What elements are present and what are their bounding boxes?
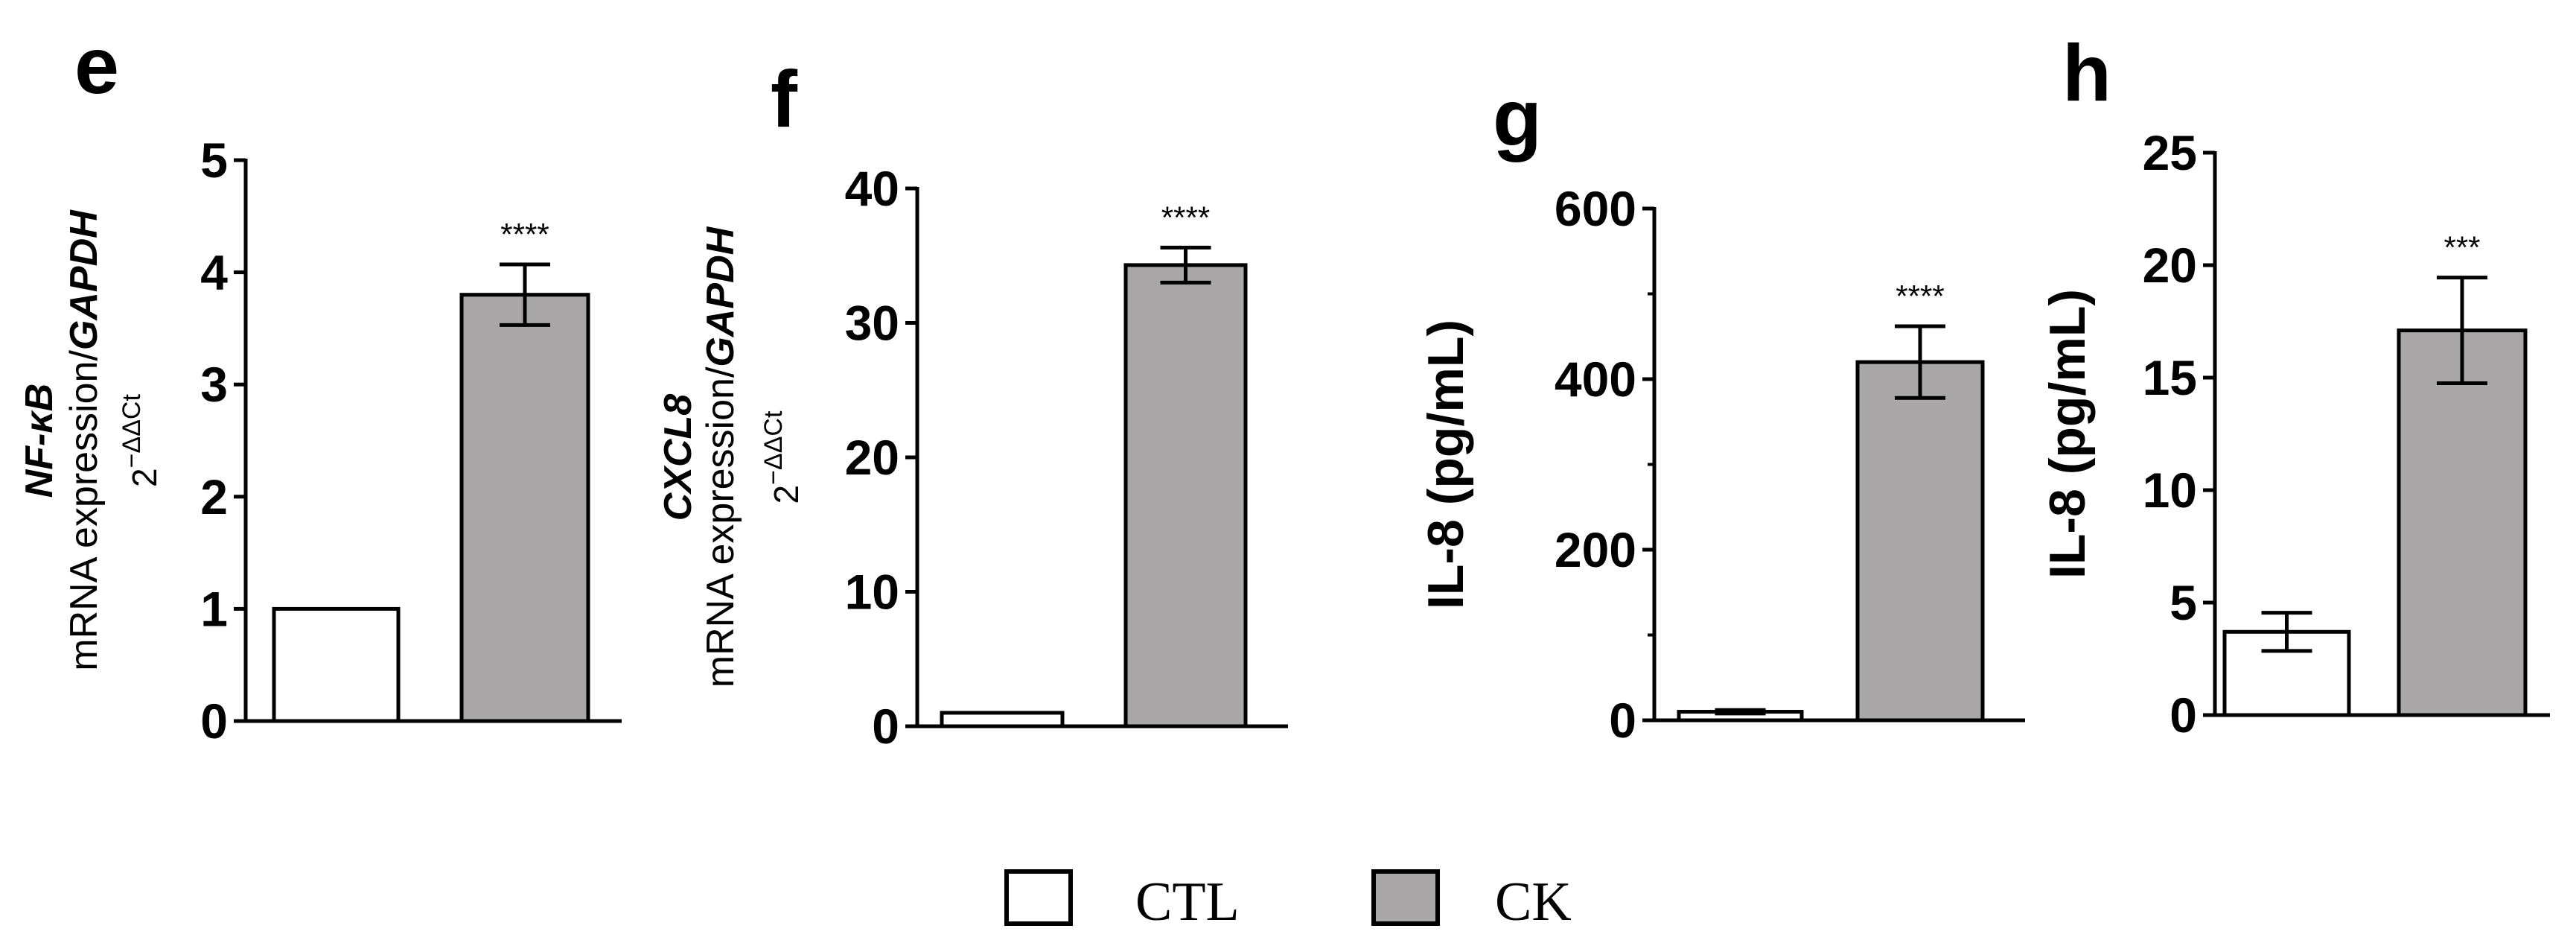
y-tick-label: 2	[200, 469, 228, 524]
significance-label: ****	[1896, 279, 1944, 314]
bar-ctl	[272, 606, 401, 723]
significance-label: ****	[1161, 200, 1210, 235]
y-axis-label-expression: mRNA expression/GAPDH	[699, 226, 742, 688]
y-axis-label-gene: NF-κB	[18, 384, 61, 498]
legend-label-ctl: CTL	[1135, 871, 1240, 933]
y-axis-label: IL-8 (pg/mL)	[1418, 320, 1474, 609]
y-axis-label-expression: mRNA expression/GAPDH	[63, 209, 106, 671]
panel-letter: g	[1493, 72, 1542, 162]
y-tick-label: 0	[200, 693, 228, 749]
bar-ck	[2397, 328, 2528, 717]
y-tick-label: 0	[2169, 688, 2197, 743]
bar-ctl	[940, 711, 1065, 728]
legend-swatch-ck	[1371, 869, 1440, 926]
y-tick-label: 30	[845, 296, 899, 351]
chart-panel-h: h 0 5 10 15 20 25 *** IL-8 (pg/mL)	[2039, 28, 2550, 743]
panel-letter: h	[2062, 28, 2111, 118]
y-tick-label: 5	[200, 133, 228, 188]
y-tick-label: 600	[1555, 181, 1636, 236]
chart-panel-e: e 0 1 2 3 4 5 **** NF-κB mRNA expression/GAPDH 2−Δ…	[18, 20, 622, 749]
y-tick-label: 0	[872, 699, 899, 754]
bar-ck	[459, 293, 590, 723]
y-tick-label: 15	[2143, 350, 2197, 405]
y-axis-label-formula: 2−ΔΔCt	[118, 394, 164, 487]
y-axis-label-gene: CXCL8	[657, 394, 700, 521]
y-tick-label: 20	[2143, 238, 2197, 293]
legend: CTL CK	[1004, 869, 1572, 933]
y-tick-label: 0	[1609, 693, 1636, 748]
chart-panel-f: f 0 10 20 30 40 **** CXCL8 mRNA expression/GAPDH…	[657, 54, 1288, 754]
y-tick-label: 4	[200, 245, 228, 300]
y-tick-label: 3	[200, 357, 228, 412]
y-tick-label: 400	[1555, 352, 1636, 407]
y-tick-label: 1	[200, 581, 228, 636]
chart-panel-g: g 0 200 400 600 **** IL-8 (pg/mL)	[1418, 72, 2025, 748]
y-tick-label: 10	[845, 565, 899, 620]
y-tick-label: 200	[1555, 522, 1636, 577]
significance-label: ****	[500, 217, 549, 252]
significance-label: ***	[2443, 230, 2480, 265]
y-tick-label: 20	[845, 430, 899, 485]
bar-ck	[1855, 360, 1985, 723]
y-tick-label: 25	[2143, 125, 2197, 180]
panel-letter: f	[771, 54, 798, 144]
y-axis-label-formula: 2−ΔΔCt	[759, 410, 806, 504]
legend-swatch-ctl	[1004, 869, 1073, 926]
y-axis-label: IL-8 (pg/mL)	[2039, 289, 2096, 579]
legend-label-ck: CK	[1495, 871, 1572, 933]
panel-letter: e	[74, 20, 119, 110]
y-tick-label: 10	[2143, 463, 2197, 518]
y-tick-label: 40	[845, 161, 899, 216]
y-tick-label: 5	[2169, 575, 2197, 630]
bar-ck	[1123, 263, 1248, 728]
